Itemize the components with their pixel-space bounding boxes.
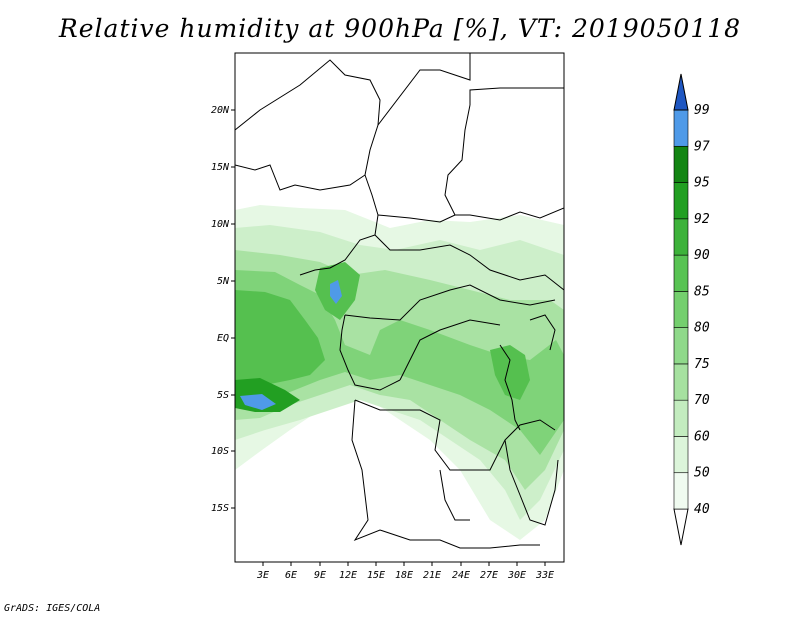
- colorbar-tick-label: 40: [694, 502, 710, 517]
- colorbar-segment: [673, 218, 689, 256]
- colorbar-segment: [673, 109, 689, 147]
- map-frame: [234, 52, 565, 563]
- colorbar-tick-label: 95: [694, 176, 710, 191]
- colorbar-upper-arrow: [673, 73, 689, 111]
- lat-label: EQ: [217, 333, 229, 344]
- colorbar-segment: [673, 327, 689, 365]
- lon-label: 12E: [339, 570, 357, 581]
- colorbar-segment: [673, 291, 689, 328]
- colorbar-segment: [673, 145, 689, 183]
- colorbar-tick-label: 99: [694, 103, 710, 118]
- lat-axis: 20N 15N 10N 5N EQ 5S 10S 15S: [211, 105, 235, 514]
- colorbar-segment: [673, 254, 689, 292]
- lat-label: 15S: [211, 503, 229, 514]
- lon-label: 3E: [256, 570, 269, 581]
- grads-credit: GrADS: IGES/COLA: [4, 603, 101, 614]
- colorbar: 40 50 60 70 75 80 85 90 92 95 97 99: [673, 73, 710, 546]
- lat-label: 5S: [217, 390, 229, 401]
- lat-label: 10S: [211, 446, 229, 457]
- humidity-region-85: [235, 290, 325, 392]
- humidity-field: [235, 53, 564, 562]
- colorbar-segment: [673, 472, 689, 510]
- humidity-region-85b: [490, 345, 530, 400]
- lon-label: 18E: [395, 570, 413, 581]
- colorbar-segment: [673, 182, 689, 220]
- lon-label: 33E: [535, 570, 554, 581]
- map-title: Relative humidity at 900hPa [%], VT: 201…: [58, 14, 742, 43]
- colorbar-tick-label: 92: [694, 212, 710, 227]
- lon-label: 6E: [285, 570, 297, 581]
- colorbar-segment: [673, 363, 689, 401]
- colorbar-segment: [673, 399, 689, 437]
- humidity-region-95b: [330, 280, 342, 304]
- lon-label: 9E: [314, 570, 326, 581]
- colorbar-segment: [673, 436, 689, 474]
- lat-label: 10N: [211, 219, 230, 230]
- lat-label: 15N: [211, 162, 230, 173]
- lon-label: 15E: [367, 570, 385, 581]
- colorbar-tick-label: 97: [694, 139, 710, 154]
- colorbar-tick-label: 60: [694, 429, 710, 444]
- lat-label: 20N: [211, 105, 230, 116]
- lon-label: 27E: [480, 570, 498, 581]
- country-borders: [235, 53, 564, 549]
- colorbar-tick-label: 70: [694, 393, 710, 408]
- lon-label: 30E: [507, 570, 526, 581]
- lon-label: 21E: [423, 570, 441, 581]
- lon-axis: 3E 6E 9E 12E 15E 18E 21E 24E 27E 30E 33E: [256, 562, 554, 581]
- humidity-region-75: [235, 270, 564, 455]
- colorbar-tick-label: 75: [694, 357, 710, 372]
- colorbar-tick-label: 50: [694, 466, 710, 481]
- colorbar-tick-label: 90: [694, 248, 710, 263]
- colorbar-tick-label: 85: [694, 284, 710, 299]
- colorbar-lower-arrow: [673, 508, 689, 546]
- lon-label: 24E: [452, 570, 470, 581]
- lat-label: 5N: [217, 276, 230, 287]
- colorbar-tick-label: 80: [694, 321, 710, 336]
- humidity-region-95: [240, 394, 276, 410]
